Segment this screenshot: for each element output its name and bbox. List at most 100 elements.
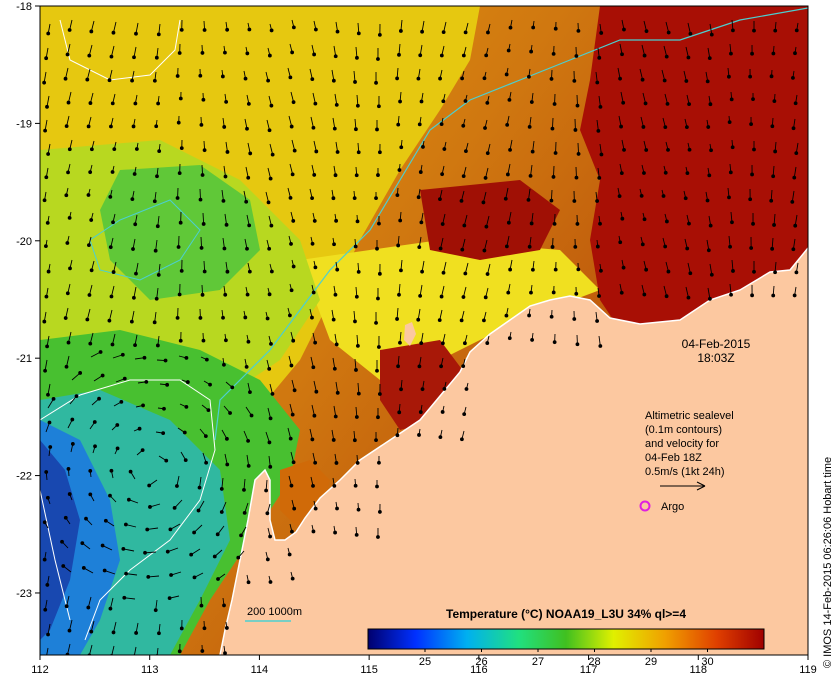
velocity-arrowhead (705, 198, 710, 203)
velocity-arrowhead (183, 458, 188, 463)
velocity-arrowhead (311, 290, 316, 295)
velocity-arrowhead (132, 172, 137, 176)
velocity-arrowhead (483, 126, 487, 130)
velocity-arrowhead (87, 243, 91, 248)
velocity-arrowhead (312, 173, 317, 177)
velocity-arrowhead (179, 28, 184, 32)
velocity-arrowhead (44, 470, 49, 474)
velocity-arrowhead (461, 174, 466, 179)
velocity-arrowhead (441, 30, 446, 35)
velocity-arrowhead (140, 448, 145, 453)
velocity-arrowhead (182, 430, 187, 435)
velocity-arrowhead (184, 355, 189, 360)
velocity-arrowhead (507, 97, 512, 102)
velocity-arrowhead (202, 269, 207, 274)
velocity-arrowhead (177, 292, 182, 297)
velocity-arrowhead (375, 127, 379, 132)
velocity-arrowhead (621, 265, 626, 270)
velocity-arrowhead (595, 199, 600, 203)
velocity-arrowhead (87, 293, 92, 297)
velocity-arrowhead (553, 151, 558, 155)
colorbar-tick-label: 28 (588, 656, 600, 668)
velocity-arrowhead (398, 29, 403, 33)
velocity-arrowhead (599, 268, 603, 273)
velocity-arrowhead (291, 100, 296, 105)
land-island (404, 322, 416, 346)
velocity-arrowhead (769, 198, 774, 203)
velocity-arrowhead (595, 80, 600, 85)
velocity-arrowhead (223, 50, 227, 55)
velocity-arrowhead (246, 463, 251, 468)
velocity-arrowhead (267, 128, 272, 133)
velocity-arrowhead (202, 148, 207, 153)
velocity-arrowhead (707, 56, 712, 61)
velocity-arrowhead (89, 29, 94, 34)
velocity-arrowhead (223, 174, 228, 179)
velocity-arrowhead (219, 510, 224, 514)
velocity-arrowhead (267, 246, 272, 251)
colorbar-tick-label: 26 (475, 656, 487, 668)
velocity-arrowhead (70, 442, 75, 446)
velocity-arrowhead (728, 244, 732, 249)
velocity-arrowhead (355, 55, 359, 60)
velocity-arrowhead (310, 77, 315, 82)
velocity-arrowhead (662, 78, 667, 83)
velocity-arrowhead (440, 172, 445, 177)
velocity-arrowhead (196, 508, 201, 513)
velocity-arrowhead (642, 292, 647, 297)
velocity-arrowhead (291, 264, 296, 269)
velocity-arrowhead (749, 246, 754, 250)
velocity-arrowhead (483, 176, 488, 180)
velocity-arrowhead (122, 595, 127, 600)
velocity-arrowhead (88, 492, 93, 497)
velocity-arrowhead (268, 416, 273, 421)
velocity-arrowhead (331, 317, 336, 322)
velocity-arrowhead (176, 120, 181, 125)
velocity-arrowhead (246, 438, 250, 443)
velocity-arrowhead (485, 272, 490, 276)
velocity-arrowhead (769, 74, 774, 79)
velocity-arrowhead (103, 518, 108, 523)
velocity-arrowhead (169, 573, 173, 577)
velocity-arrowhead (597, 294, 601, 298)
velocity-arrowhead (310, 241, 315, 246)
velocity-arrowhead (709, 148, 713, 153)
velocity-arrowhead (120, 352, 125, 357)
velocity-arrowhead (792, 293, 797, 298)
velocity-arrowhead (177, 51, 182, 55)
velocity-arrowhead (530, 338, 535, 342)
velocity-arrowhead (335, 150, 340, 154)
velocity-arrowhead (108, 245, 113, 250)
velocity-arrowhead (575, 103, 580, 108)
velocity-arrowhead (314, 149, 319, 154)
velocity-arrowhead (460, 247, 465, 252)
velocity-arrowhead (770, 124, 775, 129)
velocity-arrowhead (65, 291, 70, 296)
velocity-arrowhead (132, 55, 136, 60)
velocity-arrowhead (109, 54, 114, 59)
velocity-arrowhead (310, 315, 314, 320)
velocity-arrowhead (397, 292, 401, 297)
velocity-arrowhead (731, 269, 735, 273)
lat-axis: -18 -19 -20 -21 -22 -23 (16, 1, 40, 600)
velocity-arrowhead (152, 199, 157, 204)
velocity-arrowhead (155, 343, 160, 348)
velocity-arrowhead (85, 77, 90, 82)
velocity-arrowhead (331, 438, 336, 442)
velocity-arrowhead (236, 555, 241, 560)
velocity-arrowhead (44, 175, 49, 180)
lon-tick-label: 117 (580, 664, 598, 676)
velocity-arrowhead (462, 412, 467, 417)
velocity-arrowhead (268, 580, 273, 584)
velocity-arrowhead (375, 368, 379, 373)
velocity-arrowhead (508, 148, 512, 152)
velocity-arrowhead (790, 199, 795, 204)
velocity-arrowhead (333, 173, 338, 178)
velocity-arrowhead (45, 495, 50, 500)
velocity-arrowhead (222, 362, 226, 367)
velocity-arrowhead (48, 445, 53, 449)
velocity-arrowhead (598, 344, 603, 348)
lat-tick-label: -18 (16, 1, 32, 13)
velocity-arrowhead (313, 101, 318, 106)
velocity-arrowhead (110, 101, 115, 106)
